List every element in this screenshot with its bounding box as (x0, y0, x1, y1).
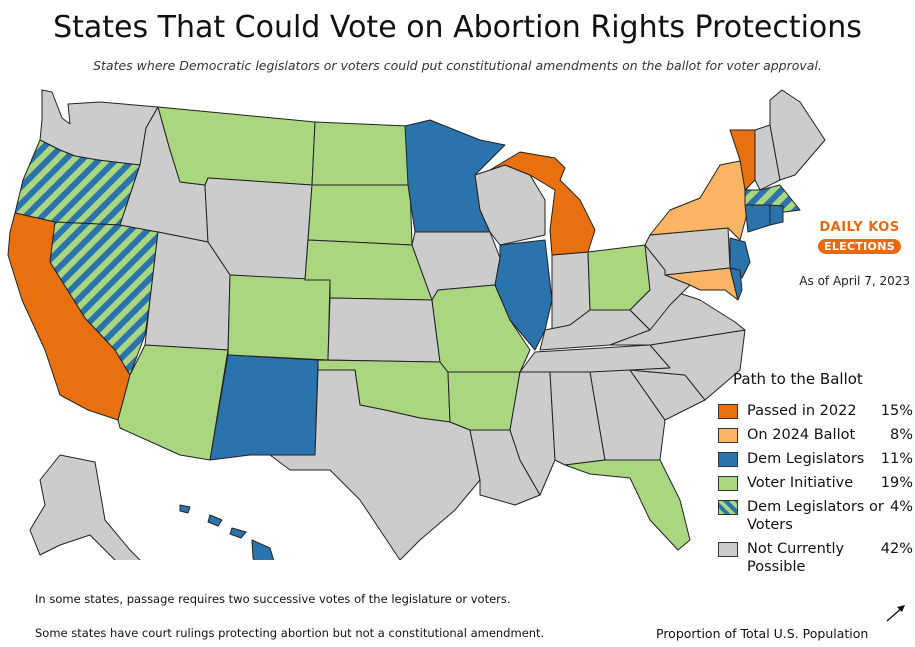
state-vt (729, 129, 756, 191)
state-nj (729, 237, 751, 279)
legend-label: Passed in 2022 (747, 403, 857, 419)
footnote: In some states, passage requires two suc… (35, 592, 511, 606)
state-mt (157, 106, 316, 186)
state-nd (311, 121, 411, 186)
legend-title: Path to the Ballot (733, 370, 863, 388)
state-mi (489, 151, 596, 256)
legend-item-initiative: Voter Initiative 19% (718, 474, 913, 498)
arrow-icon (886, 605, 905, 622)
as-of-date: As of April 7, 2023 (799, 274, 910, 288)
legend-pct: 8% (889, 427, 913, 443)
legend-swatch-legislators (718, 452, 738, 467)
state-sd (307, 184, 413, 246)
state-nh (754, 124, 781, 191)
legend-item-either: Dem Legislators or Voters 4% (718, 498, 913, 540)
legend-label: Dem Legislators or Voters (747, 499, 884, 533)
legend-pct: 15% (880, 403, 913, 419)
legend-item-legislators: Dem Legislators 11% (718, 450, 913, 474)
state-ny (649, 159, 749, 241)
legend-pct: 11% (880, 451, 913, 467)
state-ar (447, 371, 521, 431)
legend-item-passed: Passed in 2022 15% (718, 402, 913, 426)
legend-label: Voter Initiative (747, 475, 854, 491)
state-tx (269, 369, 481, 560)
legend-label: Dem Legislators (747, 451, 865, 467)
map-subtitle: States where Democratic legislators or v… (93, 58, 822, 73)
legend-swatch-ballot (718, 428, 738, 443)
legend-swatch-passed (718, 404, 738, 419)
state-fl (564, 459, 691, 551)
state-nc (629, 329, 746, 401)
us-states-map (7, 89, 826, 560)
legend-item-none: Not Currently Possible 42% (718, 540, 913, 582)
map-title: States That Could Vote on Abortion Right… (53, 10, 862, 45)
state-il (494, 239, 553, 351)
state-ri (769, 204, 784, 226)
state-me (769, 89, 826, 181)
brand-logo: DAILY KOS ELECTIONS (812, 220, 907, 254)
state-mo (431, 284, 531, 373)
state-ct (744, 204, 771, 233)
state-ga (589, 369, 666, 461)
legend-pct: 42% (880, 541, 913, 557)
state-co (227, 274, 331, 361)
legend-swatch-initiative (718, 476, 738, 491)
legend: Passed in 2022 15% On 2024 Ballot 8% Dem… (718, 402, 913, 582)
footnote: Some states have court rulings protectin… (35, 626, 545, 640)
proportion-label: Proportion of Total U.S. Population (656, 626, 869, 641)
state-nm (209, 354, 319, 461)
legend-item-ballot: On 2024 Ballot 8% (718, 426, 913, 450)
brand-line2: ELECTIONS (818, 239, 901, 254)
state-az (117, 344, 229, 461)
state-de (729, 267, 743, 301)
legend-label: On 2024 Ballot (747, 427, 856, 443)
legend-swatch-either (718, 500, 738, 515)
state-ak (29, 454, 141, 560)
state-ks (327, 297, 441, 363)
legend-label: Not Currently Possible (747, 541, 845, 575)
legend-pct: 19% (880, 475, 913, 491)
legend-swatch-none (718, 542, 738, 557)
state-hi (179, 504, 275, 560)
brand-line1: DAILY KOS (819, 220, 900, 235)
legend-pct: 4% (889, 499, 913, 515)
